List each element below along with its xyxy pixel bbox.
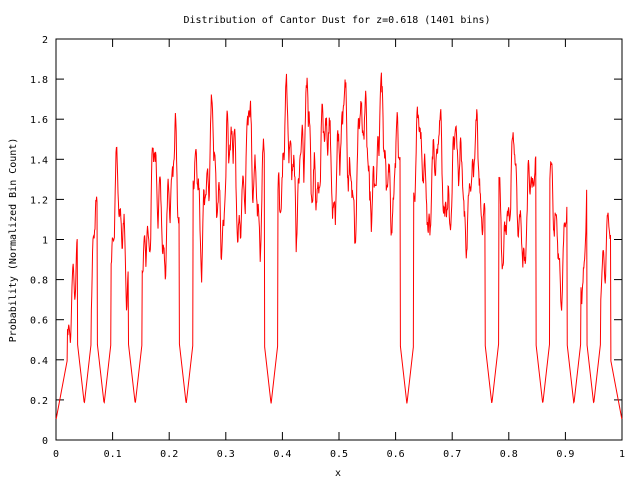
tick-marks: [55, 38, 623, 441]
y-tick-label: 1.2: [30, 195, 48, 206]
y-tick-label: 1.8: [30, 75, 48, 86]
x-tick-label: 0.7: [443, 449, 461, 460]
x-tick-label: 1: [619, 449, 625, 460]
y-tick-label: 2: [42, 35, 48, 46]
y-axis-title: Probability (Normalized Bin Count): [8, 138, 19, 343]
x-axis-title: x: [335, 468, 341, 479]
chart-title: Distribution of Cantor Dust for z=0.618 …: [183, 15, 490, 26]
x-tick-label: 0.4: [273, 449, 291, 460]
y-tick-label: 0: [42, 436, 48, 447]
x-tick-label: 0.6: [387, 449, 405, 460]
x-tick-label: 0.9: [556, 449, 574, 460]
distribution-series-line: [55, 72, 623, 419]
y-tick-label: 1.4: [30, 155, 48, 166]
y-tick-label: 1.6: [30, 115, 48, 126]
x-tick-label: 0: [53, 449, 59, 460]
plot-frame: [55, 38, 623, 441]
x-tick-label: 0.2: [160, 449, 178, 460]
y-tick-labels: 0 0.2 0.4 0.6 0.8 1 1.2 1.4 1.6 1.8 2: [30, 35, 48, 447]
x-tick-labels: 0 0.1 0.2 0.3 0.4 0.5 0.6 0.7 0.8 0.9 1: [53, 449, 625, 460]
x-tick-label: 0.1: [104, 449, 122, 460]
y-tick-label: 0.2: [30, 396, 48, 407]
x-tick-label: 0.8: [500, 449, 518, 460]
plot-area: [55, 38, 623, 441]
x-tick-label: 0.3: [217, 449, 235, 460]
y-tick-label: 0.8: [30, 276, 48, 287]
y-tick-label: 0.4: [30, 356, 48, 367]
y-tick-label: 1: [42, 236, 48, 247]
y-tick-label: 0.6: [30, 316, 48, 327]
x-tick-label: 0.5: [330, 449, 348, 460]
